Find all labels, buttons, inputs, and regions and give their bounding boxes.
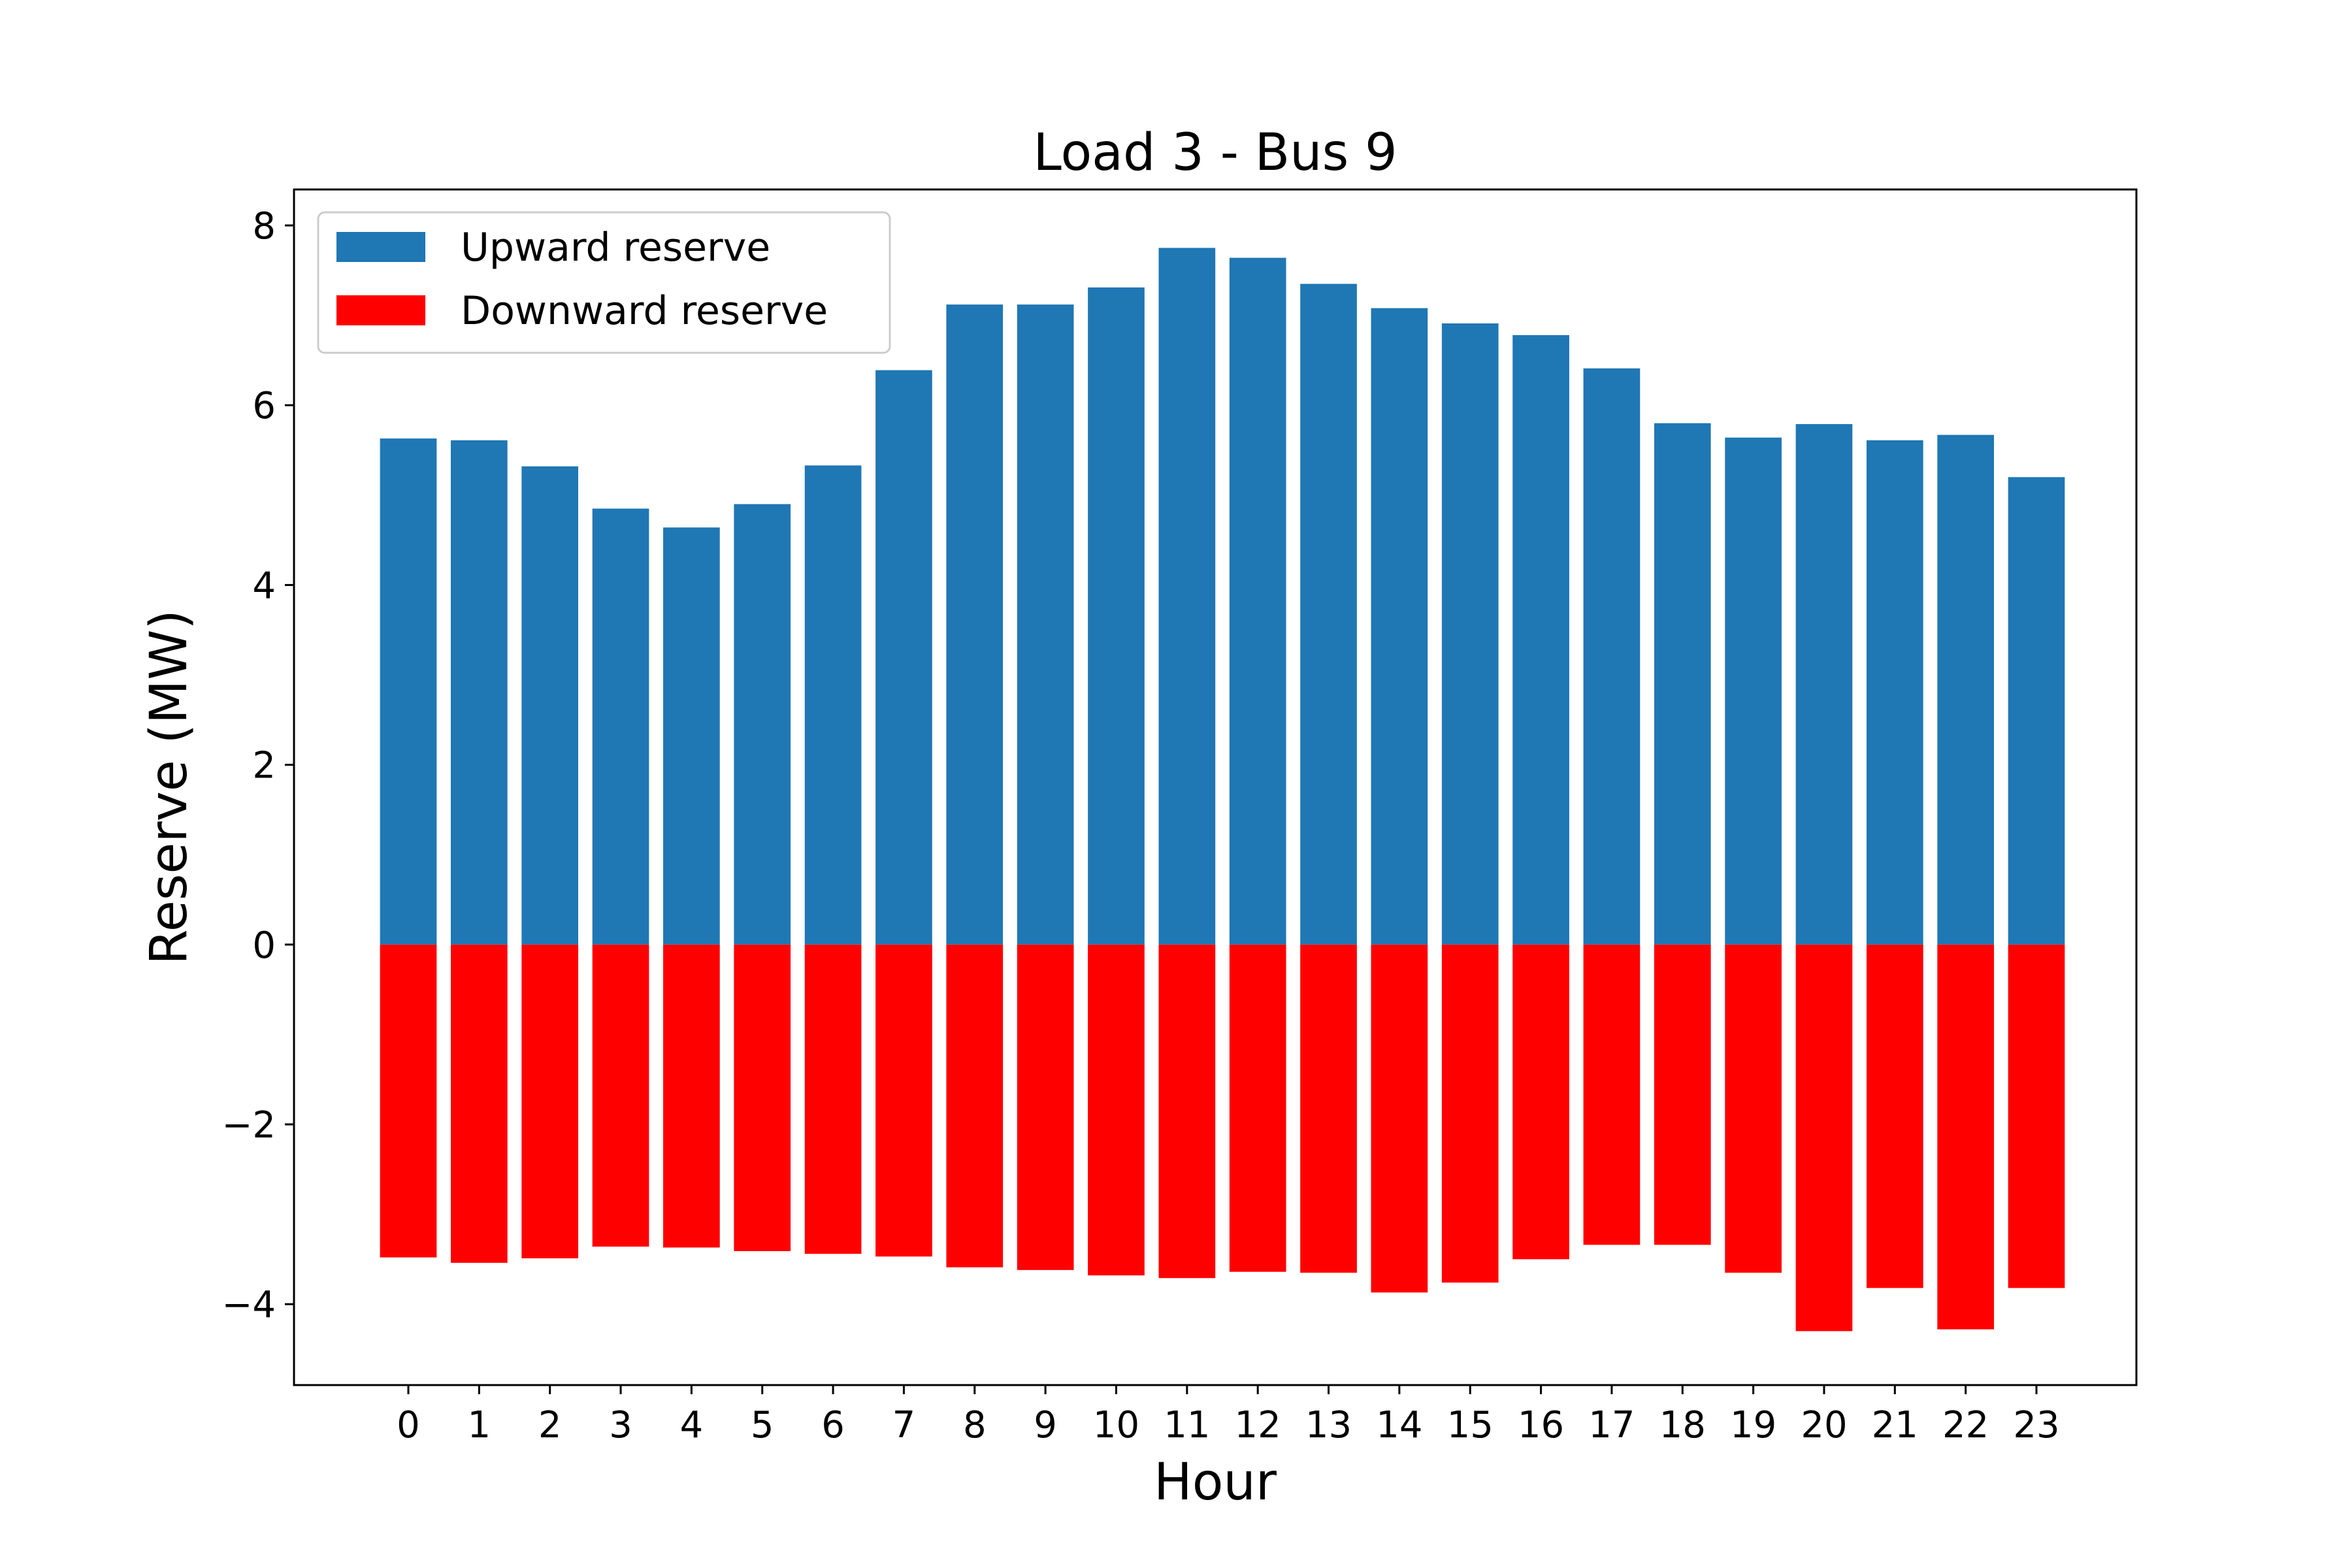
upward-bar-23 xyxy=(2008,477,2065,945)
downward-bar-5 xyxy=(734,944,791,1251)
y-axis-title: Reserve (MW) xyxy=(140,610,199,965)
downward-bar-0 xyxy=(380,944,437,1258)
upward-bar-16 xyxy=(1512,335,1569,945)
x-tick-label: 6 xyxy=(821,1404,845,1446)
legend-label-downward: Downward reserve xyxy=(461,288,828,334)
downward-bar-9 xyxy=(1017,944,1074,1270)
x-tick-label: 14 xyxy=(1376,1404,1422,1446)
upward-bar-2 xyxy=(521,466,579,945)
legend-swatch-downward xyxy=(336,295,425,325)
upward-bar-0 xyxy=(380,438,437,945)
downward-bar-16 xyxy=(1512,944,1569,1260)
upward-bar-10 xyxy=(1088,287,1145,945)
upward-bar-6 xyxy=(804,465,862,945)
downward-bar-1 xyxy=(451,944,508,1263)
upward-bar-19 xyxy=(1725,437,1782,945)
x-tick-label: 21 xyxy=(1872,1404,1918,1446)
downward-bar-4 xyxy=(663,944,720,1248)
upward-bar-12 xyxy=(1229,257,1286,945)
upward-bar-9 xyxy=(1017,304,1074,945)
plot-frame xyxy=(293,188,2138,1386)
upward-bar-21 xyxy=(1866,440,1923,945)
x-tick-label: 0 xyxy=(397,1404,420,1446)
upward-bar-4 xyxy=(663,527,720,945)
legend-label-upward: Upward reserve xyxy=(461,225,770,270)
x-tick-label: 4 xyxy=(680,1404,704,1446)
upward-bar-3 xyxy=(592,508,649,945)
y-axis: −4 −2 0 2 4 6 8 xyxy=(221,205,294,1326)
y-tick-label: −2 xyxy=(221,1104,276,1147)
downward-bar-3 xyxy=(592,944,649,1247)
x-tick-label: 20 xyxy=(1801,1404,1847,1446)
upward-bar-17 xyxy=(1583,368,1641,945)
upward-bar-22 xyxy=(1937,434,1994,945)
upward-bar-18 xyxy=(1654,423,1711,945)
downward-bar-11 xyxy=(1158,944,1216,1279)
y-tick-label: 8 xyxy=(252,205,276,248)
chart-title: Load 3 - Bus 9 xyxy=(1033,123,1397,182)
x-tick-label: 18 xyxy=(1659,1404,1706,1446)
downward-bar-19 xyxy=(1725,944,1782,1273)
x-tick-label: 22 xyxy=(1942,1404,1989,1446)
x-tick-label: 9 xyxy=(1034,1404,1057,1446)
upward-bar-5 xyxy=(734,504,791,945)
downward-bar-10 xyxy=(1088,944,1145,1276)
y-tick-label: 4 xyxy=(252,564,276,607)
upward-bar-8 xyxy=(946,304,1004,945)
x-tick-label: 23 xyxy=(2013,1404,2059,1446)
x-tick-label: 12 xyxy=(1235,1404,1281,1446)
downward-bar-8 xyxy=(946,944,1004,1267)
x-axis: 0 1 2 3 4 5 6 7 8 9 10 11 12 13 14 15 16 17 18 19 20 21 22 23 xyxy=(397,1385,2060,1446)
downward-bar-23 xyxy=(2008,944,2065,1288)
upward-bar-13 xyxy=(1300,284,1357,945)
downward-bar-14 xyxy=(1371,944,1428,1293)
y-tick-label: 2 xyxy=(252,745,276,787)
x-tick-label: 5 xyxy=(751,1404,774,1446)
x-tick-label: 13 xyxy=(1305,1404,1352,1446)
x-tick-label: 17 xyxy=(1588,1404,1635,1446)
upward-bar-15 xyxy=(1441,323,1499,945)
x-tick-label: 2 xyxy=(538,1404,562,1446)
upward-bar-20 xyxy=(1795,424,1853,945)
downward-bar-22 xyxy=(1937,944,1994,1330)
y-tick-label: 6 xyxy=(252,385,276,427)
x-tick-label: 16 xyxy=(1518,1404,1564,1446)
upward-bar-7 xyxy=(875,370,932,945)
downward-bar-13 xyxy=(1300,944,1357,1273)
x-tick-label: 3 xyxy=(609,1404,632,1446)
x-tick-label: 15 xyxy=(1447,1404,1494,1446)
y-tick-label: 0 xyxy=(252,924,276,967)
x-tick-label: 19 xyxy=(1730,1404,1776,1446)
x-axis-title: Hour xyxy=(1154,1453,1277,1512)
downward-bar-6 xyxy=(804,944,862,1254)
downward-bar-21 xyxy=(1866,944,1923,1288)
legend: Upward reserve Downward reserve xyxy=(317,211,891,354)
downward-bar-12 xyxy=(1229,944,1286,1272)
downward-bar-15 xyxy=(1441,944,1499,1283)
x-tick-label: 7 xyxy=(892,1404,916,1446)
downward-bar-20 xyxy=(1795,944,1853,1331)
downward-bar-2 xyxy=(521,944,579,1258)
y-tick-label: −4 xyxy=(221,1284,276,1326)
x-tick-label: 1 xyxy=(468,1404,491,1446)
x-tick-label: 10 xyxy=(1093,1404,1139,1446)
downward-bar-7 xyxy=(875,944,932,1257)
legend-swatch-upward xyxy=(336,232,425,262)
upward-bar-11 xyxy=(1158,248,1216,945)
upward-bar-1 xyxy=(451,440,508,945)
downward-bar-18 xyxy=(1654,944,1711,1245)
x-tick-label: 11 xyxy=(1164,1404,1210,1446)
upward-bar-14 xyxy=(1371,308,1428,945)
x-tick-label: 8 xyxy=(963,1404,987,1446)
bars-layer xyxy=(380,248,2065,1331)
legend-frame xyxy=(317,211,891,354)
downward-bar-17 xyxy=(1583,944,1641,1245)
